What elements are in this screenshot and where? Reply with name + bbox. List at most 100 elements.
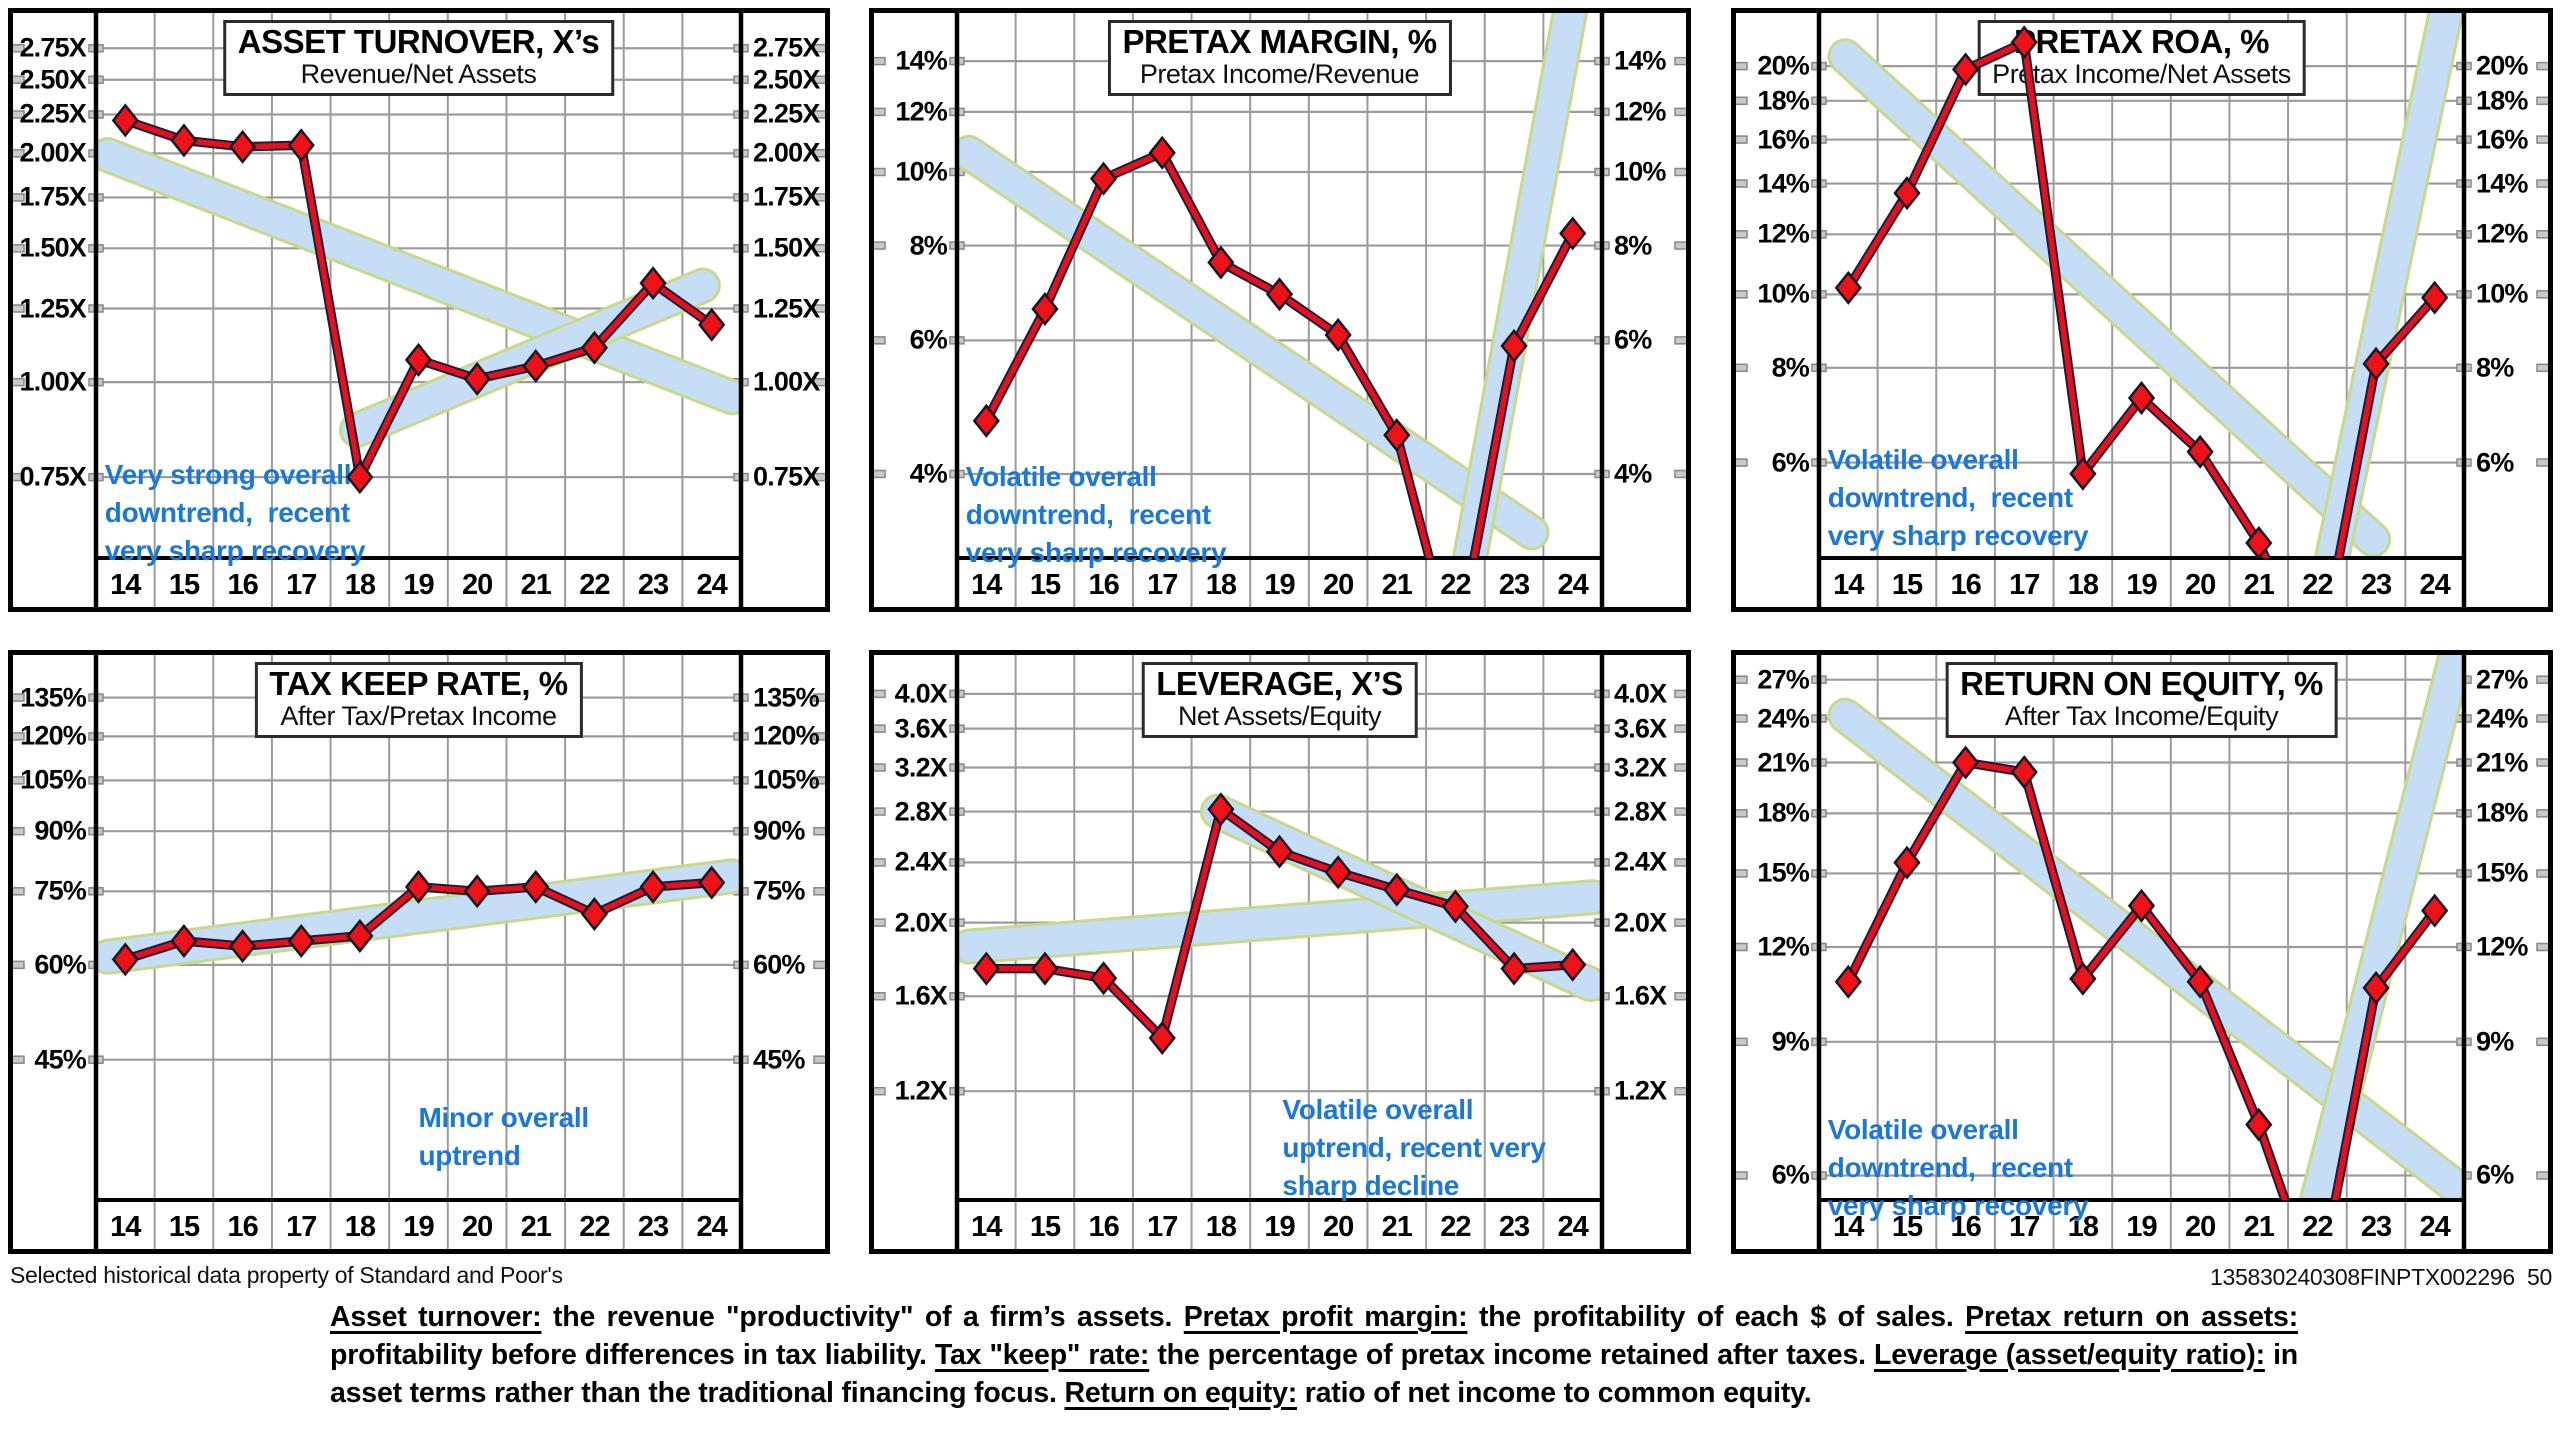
y-axis-label-right: 21% (2476, 747, 2528, 778)
x-axis-year-label: 19 (403, 1211, 434, 1243)
y-axis-label-left: 2.0X (894, 907, 948, 938)
x-axis-year-label: 17 (1147, 569, 1178, 601)
y-axis-label-right: 3.2X (1614, 752, 1667, 782)
y-axis-label-right: 1.50X (753, 232, 820, 263)
chart-title: PRETAX ROA, % (2013, 23, 2270, 60)
y-axis-label-right: 6% (2476, 447, 2514, 478)
y-axis-label-left: 10% (895, 156, 947, 187)
x-axis-year-label: 20 (1322, 569, 1354, 601)
y-axis-label-right: 135% (753, 682, 820, 713)
y-axis-label-right: 16% (2476, 124, 2528, 155)
x-axis-year-label: 22 (2302, 569, 2333, 601)
y-axis-label-right: 12% (2476, 218, 2528, 249)
y-axis-label-right: 2.50X (753, 64, 820, 95)
y-axis-label-right: 12% (1614, 96, 1666, 127)
x-axis-year-label: 20 (1322, 1211, 1354, 1243)
chart-canvas (869, 650, 1691, 1254)
y-axis-label-right: 18% (2476, 797, 2528, 828)
x-axis-year-label: 16 (227, 1211, 258, 1243)
y-axis-label-right: 105% (753, 764, 820, 795)
x-axis-year-label: 22 (1440, 569, 1471, 601)
x-axis-year-label: 16 (1950, 569, 1981, 601)
chart-subtitle: After Tax/Pretax Income (280, 701, 557, 731)
y-axis-label-right: 4% (1614, 458, 1652, 489)
y-axis-label-left: 1.6X (894, 980, 948, 1011)
x-axis-year-label: 16 (1950, 1211, 1981, 1243)
x-axis-year-label: 24 (2419, 1211, 2451, 1243)
x-axis-year-label: 18 (1205, 569, 1237, 601)
x-axis-year-label: 23 (637, 569, 669, 601)
y-axis-label-left: 24% (1757, 703, 1809, 733)
y-axis-label-right: 45% (753, 1044, 805, 1075)
y-axis-label-left: 2.4X (894, 846, 948, 877)
chart-title-box: ASSET TURNOVER, X’s Revenue/Net Assets (222, 20, 615, 96)
y-axis-label-right: 0.75X (753, 461, 820, 492)
chart-subtitle: After Tax Income/Equity (2004, 701, 2279, 731)
x-axis-year-label: 18 (1205, 1211, 1237, 1243)
glossary-definition: in asset terms rather than the tradition… (330, 1339, 2298, 1409)
y-axis-label-left: 4% (909, 458, 948, 489)
x-axis-year-label: 23 (2360, 569, 2392, 601)
x-axis-year-label: 15 (1891, 1211, 1923, 1243)
y-axis-label-right: 24% (2476, 703, 2528, 733)
x-axis-year-label: 21 (1381, 569, 1413, 601)
y-axis-label-left: 18% (1757, 85, 1809, 116)
y-axis-label-right: 2.8X (1614, 796, 1667, 827)
y-axis-label-right: 14% (2476, 168, 2528, 199)
x-axis-year-label: 21 (2243, 1211, 2275, 1243)
x-axis-year-label: 18 (344, 569, 376, 601)
y-axis-label-right: 1.2X (1614, 1075, 1667, 1106)
y-axis-label-right: 27% (2476, 664, 2528, 695)
y-axis-label-right: 1.25X (753, 293, 820, 323)
y-axis-label-left: 12% (1757, 931, 1809, 962)
x-axis-year-label: 16 (1088, 569, 1119, 601)
glossary-definition: the profitability of each $ of sales. (1467, 1301, 1966, 1333)
x-axis-year-label: 14 (110, 1211, 141, 1243)
x-axis-year-label: 23 (1498, 569, 1530, 601)
chart-subtitle: Net Assets/Equity (1177, 701, 1382, 731)
y-axis-label-left: 1.75X (19, 181, 86, 212)
y-axis-label-right: 1.00X (753, 366, 820, 397)
chart-title-box: PRETAX MARGIN, % Pretax Income/Revenue (1107, 20, 1452, 96)
chart-subtitle: Revenue/Net Assets (300, 59, 537, 89)
x-axis-year-label: 17 (2009, 1211, 2040, 1243)
y-axis-label-right: 2.4X (1614, 846, 1667, 877)
x-axis-year-label: 22 (1440, 1211, 1471, 1243)
y-axis-label-right: 60% (753, 949, 805, 980)
x-axis-year-label: 23 (637, 1211, 669, 1243)
chart-title-box: TAX KEEP RATE, % After Tax/Pretax Income (254, 662, 583, 738)
y-axis-label-right: 8% (1614, 230, 1652, 261)
chart-title: PRETAX MARGIN, % (1122, 23, 1437, 60)
chart-panel-tax-keep-rate: TAX KEEP RATE, % After Tax/Pretax Income… (8, 650, 830, 1254)
glossary-term: Pretax profit margin: (1183, 1301, 1468, 1333)
glossary-term: Tax "keep" rate: (934, 1339, 1150, 1371)
x-axis-year-label: 19 (1264, 569, 1295, 601)
y-axis-label-left: 18% (1757, 797, 1809, 828)
y-axis-label-left: 12% (1757, 218, 1809, 249)
y-axis-label-right: 10% (1614, 156, 1666, 187)
x-axis-year-label: 20 (461, 569, 493, 601)
y-axis-label-left: 6% (1771, 447, 1810, 478)
y-axis-label-right: 2.00X (753, 137, 820, 168)
y-axis-label-left: 20% (1757, 50, 1809, 81)
x-axis-year-label: 14 (971, 569, 1002, 601)
y-axis-label-right: 1.75X (753, 181, 820, 212)
x-axis-year-label: 21 (520, 569, 552, 601)
chart-title: TAX KEEP RATE, % (269, 665, 568, 702)
chart-title: LEVERAGE, X’S (1156, 665, 1403, 702)
x-axis-year-label: 17 (1147, 1211, 1178, 1243)
x-axis-year-label: 20 (2184, 569, 2216, 601)
glossary-definition: profitability before differences in tax … (330, 1339, 935, 1371)
y-axis-label-left: 8% (909, 230, 948, 261)
y-axis-label-left: 120% (20, 720, 87, 751)
glossary-definition: ratio of net income to common equity. (1297, 1377, 1812, 1409)
glossary-term: Pretax return on assets: (1965, 1301, 2298, 1333)
y-axis-label-left: 135% (20, 682, 87, 713)
glossary-term: Return on equity: (1064, 1377, 1298, 1409)
document-id: 135830240308FINPTX002296 50 (2210, 1264, 2552, 1290)
trend-annotation: Very strong overall downtrend, recent ve… (104, 458, 366, 566)
y-axis-label-left: 3.2X (894, 752, 948, 782)
y-axis-label-left: 10% (1757, 278, 1809, 309)
x-axis-year-label: 15 (1029, 569, 1061, 601)
y-axis-label-left: 2.00X (19, 137, 86, 168)
